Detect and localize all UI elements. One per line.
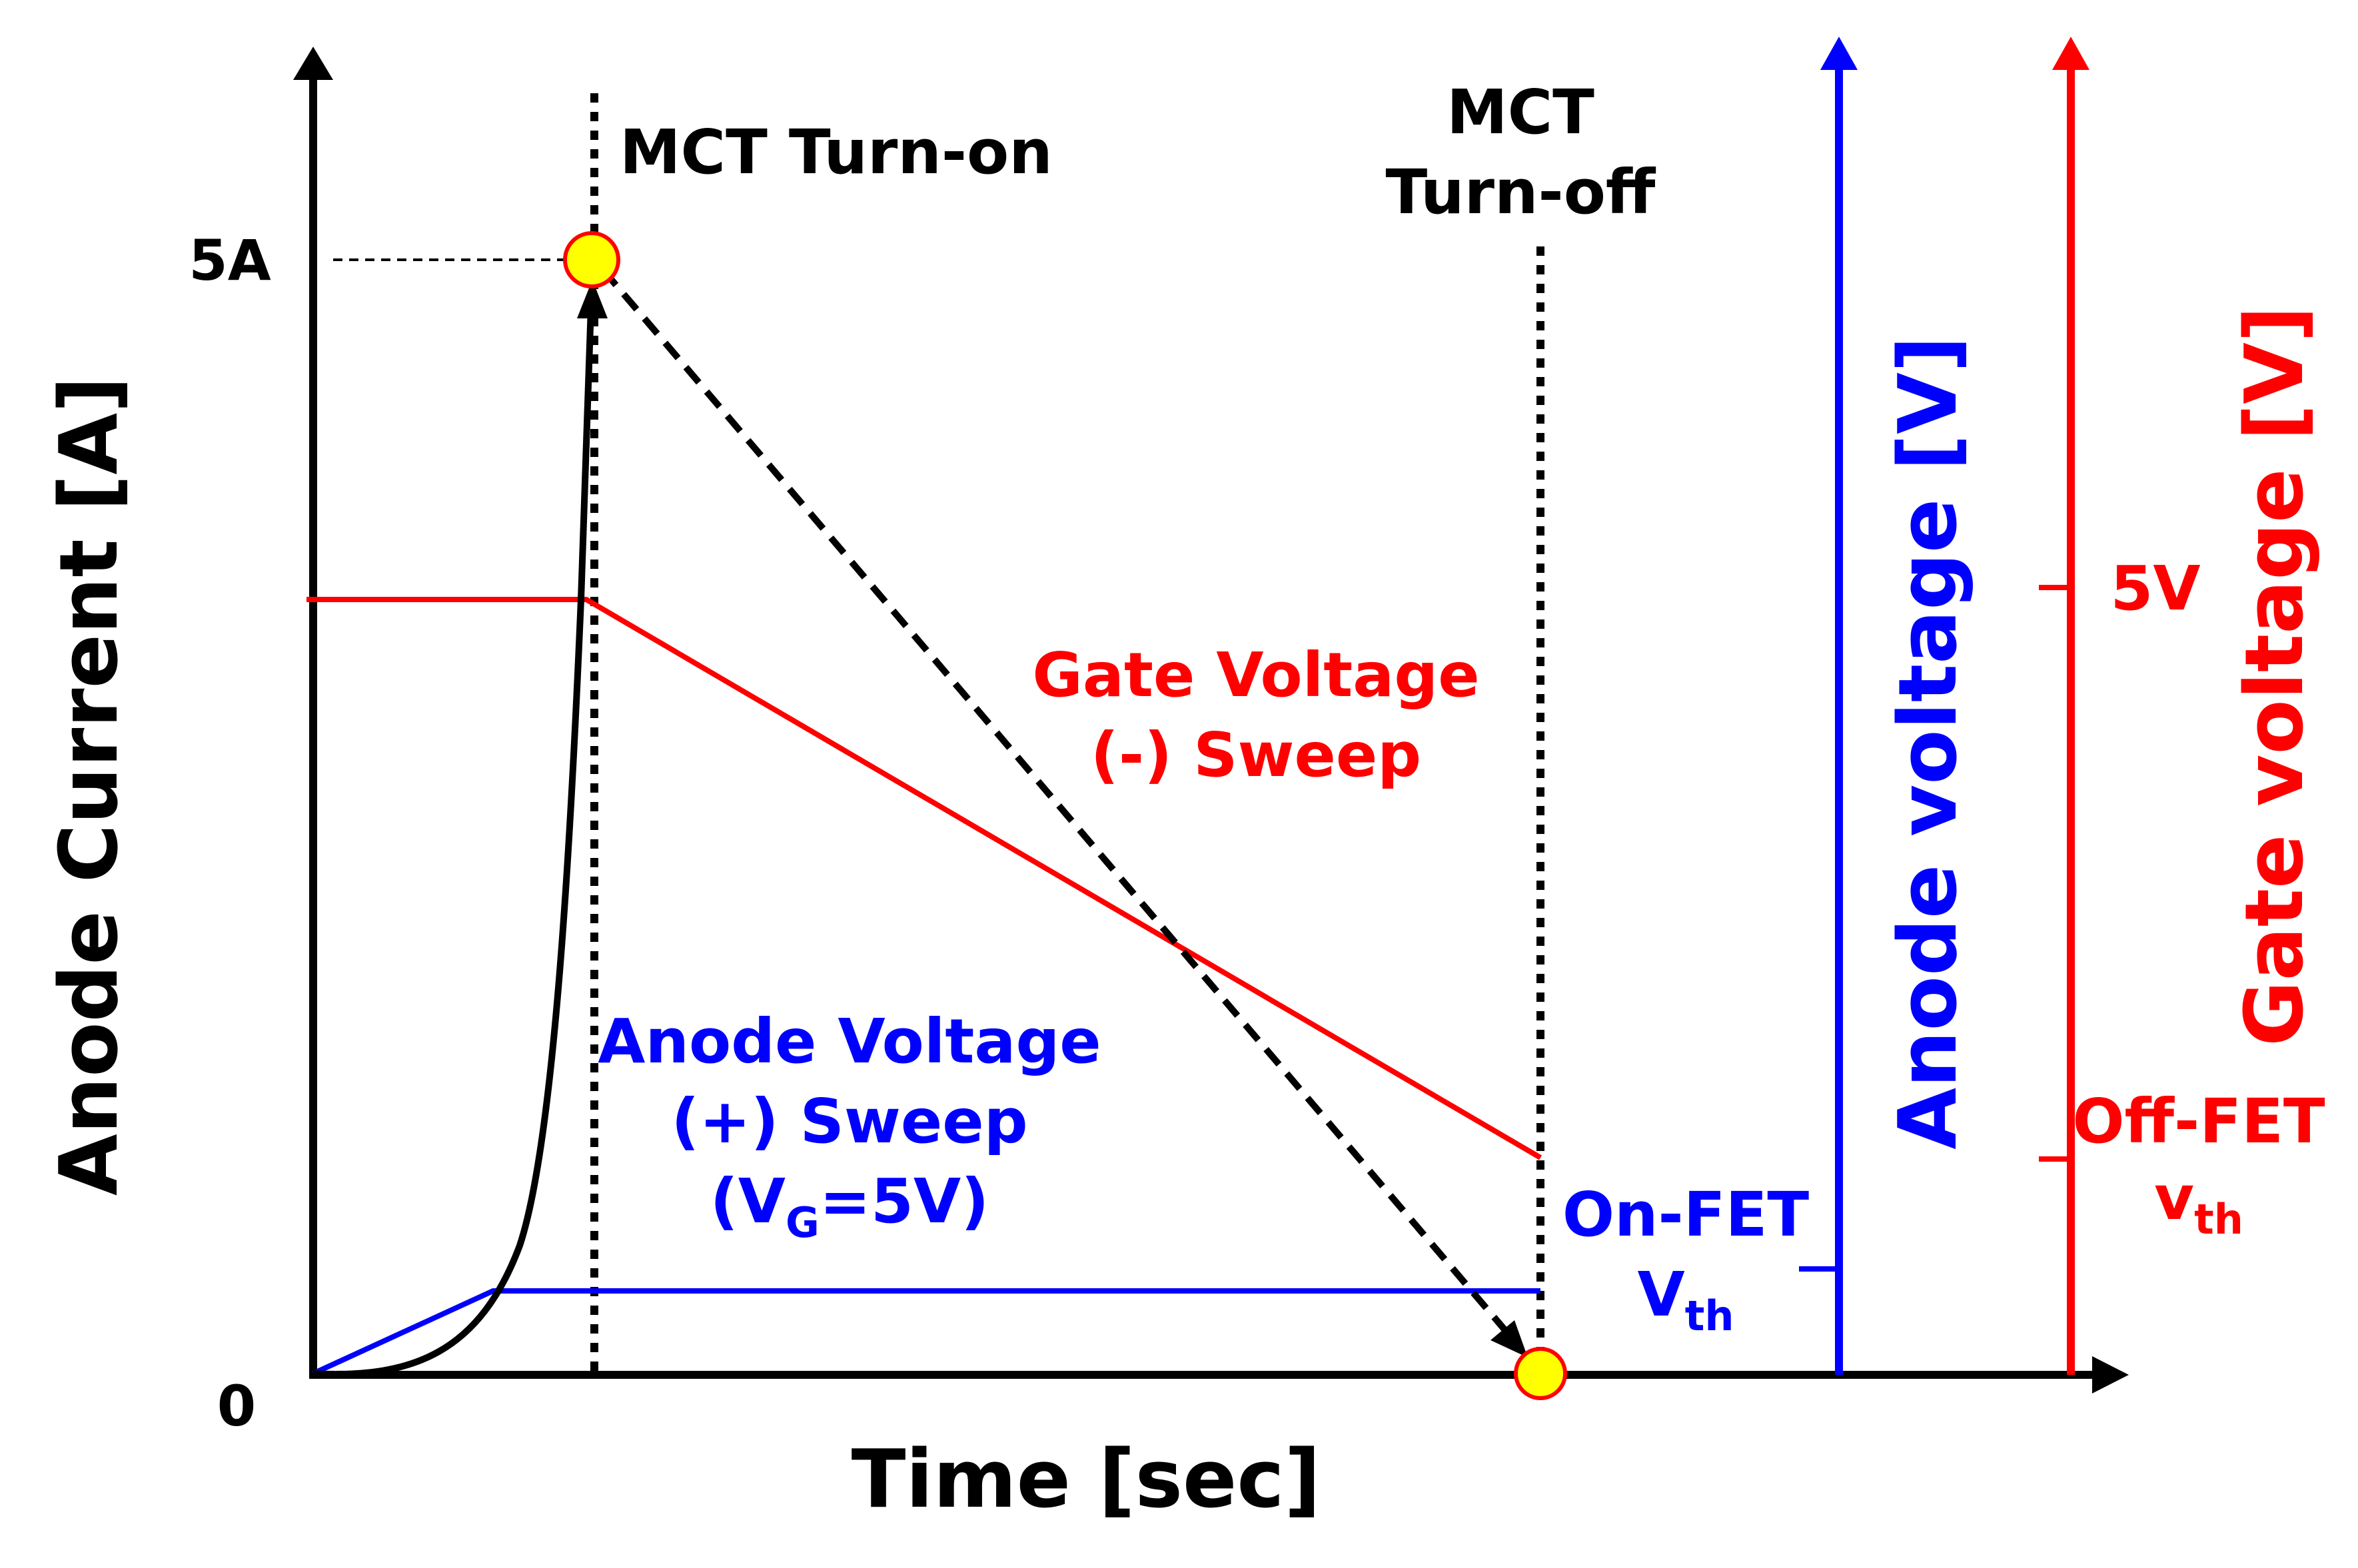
- gate-sweep-label-line2: (-) Sweep: [1091, 719, 1421, 791]
- turn-off-label-line1: MCT: [1447, 77, 1594, 148]
- anode-current-rise-arrowhead: [577, 280, 608, 318]
- y-tick-5a: 5A: [189, 228, 271, 293]
- turn-on-label: MCT Turn-on: [620, 117, 1053, 188]
- turn-off-path: [600, 267, 1515, 1342]
- anode-sweep-label-line1: Anode Voltage: [598, 1006, 1101, 1077]
- current-axis: [293, 47, 333, 1379]
- gate-sweep-label-line1: Gate Voltage: [1032, 639, 1479, 711]
- anode-sweep-label-line3: (VG=5V): [710, 1166, 989, 1247]
- anode-current-rise-curve: [312, 306, 594, 1377]
- y-axis-anode-voltage-title: Anode voltage [V]: [1882, 336, 1975, 1150]
- y-axis-current-title: Anode Current [A]: [43, 376, 136, 1196]
- anode-voltage-axis: [1799, 37, 1858, 1375]
- time-axis: [313, 1356, 2129, 1393]
- on-fet-vth-label: Vth: [1638, 1259, 1734, 1340]
- anode-voltage-trace: [312, 1288, 1540, 1376]
- off-fet-label: Off-FET: [2072, 1086, 2325, 1157]
- turn-off-marker: [1514, 1347, 1567, 1400]
- turn-off-label-line2: Turn-off: [1386, 157, 1656, 228]
- turn-off-path-arrowhead: [1490, 1320, 1528, 1358]
- x-axis-title: Time [sec]: [852, 1433, 1321, 1526]
- off-fet-vth-label: vth: [2154, 1162, 2243, 1244]
- turn-on-marker: [563, 231, 620, 288]
- y-tick-zero: 0: [217, 1373, 256, 1439]
- y-axis-gate-voltage-title: Gate voltage [V]: [2229, 306, 2321, 1046]
- gate-voltage-trace: [306, 597, 1542, 1160]
- gate-tick-5v: 5V: [2110, 553, 2200, 624]
- gate-voltage-axis: [2039, 37, 2089, 1375]
- on-fet-label: On-FET: [1562, 1179, 1810, 1250]
- anode-sweep-label-line2: (+) Sweep: [671, 1086, 1027, 1157]
